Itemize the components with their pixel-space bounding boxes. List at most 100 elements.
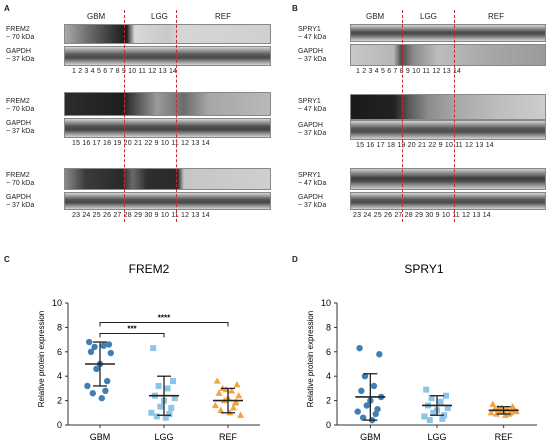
blot-protein-label: FREM2 ~ 70 kDa xyxy=(6,98,35,113)
y-tick-label: 4 xyxy=(57,371,62,381)
y-tick-label: 8 xyxy=(57,322,62,332)
data-point xyxy=(437,398,444,405)
lane-numbers: 1 2 3 4 5 6 7 8 9 10 11 12 13 14 xyxy=(356,68,462,75)
data-point xyxy=(443,392,449,399)
data-point xyxy=(237,411,245,418)
group-divider-gbm-lgg xyxy=(124,10,125,222)
blot-band-strip xyxy=(350,24,546,42)
data-point xyxy=(421,413,428,420)
blot-gapdh-strip xyxy=(350,120,546,140)
blot-protein-label: SPRY1 ~ 47 kDa xyxy=(298,26,327,41)
y-axis-label: Relative protein expression xyxy=(306,311,315,408)
data-point xyxy=(376,351,383,358)
x-tick-label: LGG xyxy=(427,432,446,442)
data-point xyxy=(100,342,107,349)
blot-gapdh-strip xyxy=(64,118,271,138)
data-point xyxy=(171,395,178,402)
data-point xyxy=(150,345,157,352)
data-point xyxy=(93,365,100,373)
blot-ref-label: GAPDH ~ 37 kDa xyxy=(298,194,327,209)
blot-protein-label: FREM2 ~ 70 kDa xyxy=(6,172,35,187)
data-point xyxy=(213,377,221,384)
data-point xyxy=(501,411,509,418)
data-point xyxy=(98,394,106,402)
blot-ref-label: GAPDH ~ 37 kDa xyxy=(6,194,35,209)
data-point xyxy=(235,392,243,399)
group-label-lgg: LGG xyxy=(151,12,168,21)
data-point xyxy=(89,390,97,397)
y-tick-label: 4 xyxy=(326,371,331,381)
panel-a-blots: GBM LGG REF FREM2 ~ 70 kDa GAPDH ~ 37 kDa … xyxy=(0,0,275,225)
data-point xyxy=(370,382,378,390)
y-tick-label: 10 xyxy=(321,298,331,308)
lane-numbers: 15 16 17 18 19 20 21 22 9 10 11 12 13 14 xyxy=(356,142,494,149)
data-point xyxy=(233,381,241,388)
data-point xyxy=(157,403,164,410)
data-point xyxy=(423,386,430,393)
data-point xyxy=(170,378,176,385)
blot-gapdh-strip xyxy=(64,46,271,66)
y-tick-label: 8 xyxy=(326,322,331,332)
panel-label-d: D xyxy=(292,255,298,264)
group-label-lgg: LGG xyxy=(420,12,437,21)
data-point xyxy=(211,401,219,409)
blot-gapdh-strip xyxy=(350,192,546,210)
data-point xyxy=(489,400,497,407)
data-point xyxy=(229,404,237,411)
y-tick-label: 6 xyxy=(326,347,331,357)
data-point xyxy=(358,387,365,395)
data-point xyxy=(164,385,171,392)
data-point xyxy=(215,389,223,396)
data-point xyxy=(439,415,446,422)
y-tick-label: 10 xyxy=(52,298,62,308)
lane-numbers: 23 24 25 26 27 28 29 30 9 10 11 12 13 14 xyxy=(353,212,491,219)
data-point xyxy=(487,409,495,416)
chart-title: SPRY1 xyxy=(404,262,443,276)
data-point xyxy=(374,405,381,413)
data-point xyxy=(148,409,155,416)
data-point xyxy=(102,387,109,395)
data-point xyxy=(84,382,91,390)
data-point xyxy=(359,414,367,421)
panel-label-a: A xyxy=(4,4,10,13)
x-tick-label: REF xyxy=(495,432,514,442)
data-point xyxy=(166,411,173,418)
data-point xyxy=(430,409,437,416)
significance-bracket xyxy=(99,333,165,338)
group-label-gbm: GBM xyxy=(366,12,385,21)
data-point xyxy=(104,377,111,385)
y-tick-label: 6 xyxy=(57,347,62,357)
lane-numbers: 23 24 25 26 27 28 29 30 9 10 11 12 13 14 xyxy=(72,212,210,219)
panel-label-b: B xyxy=(292,4,298,13)
y-tick-label: 0 xyxy=(326,420,331,430)
y-tick-label: 0 xyxy=(57,420,62,430)
data-point xyxy=(363,402,370,409)
data-point xyxy=(87,348,95,355)
data-point xyxy=(444,404,451,411)
group-label-ref: REF xyxy=(215,12,231,21)
significance-label: **** xyxy=(158,314,171,323)
data-point xyxy=(153,413,160,420)
data-point xyxy=(426,417,433,424)
blot-protein-label: SPRY1 ~ 47 kDa xyxy=(298,172,327,187)
group-divider-lgg-ref xyxy=(176,10,177,222)
y-axis-label: Relative protein expression xyxy=(37,311,46,408)
data-point xyxy=(356,344,363,352)
data-point xyxy=(441,412,448,419)
group-label-gbm: GBM xyxy=(87,12,106,21)
blot-ref-label: GAPDH ~ 37 kDa xyxy=(298,122,327,137)
panel-b-blots: GBM LGG REF SPRY1 ~ 47 kDa GAPDH ~ 37 kDa … xyxy=(298,10,546,222)
blot-protein-label: SPRY1 ~ 47 kDa xyxy=(298,98,327,113)
x-tick-label: GBM xyxy=(360,432,381,442)
blot-ref-label: GAPDH ~ 37 kDa xyxy=(298,48,327,63)
x-tick-label: LGG xyxy=(154,432,173,442)
blot-band-strip xyxy=(350,168,546,190)
significance-bracket xyxy=(99,322,229,327)
lane-numbers: 15 16 17 18 19 20 21 22 9 10 11 12 13 14 xyxy=(72,140,210,147)
group-label-ref: REF xyxy=(488,12,504,21)
data-point xyxy=(105,341,113,348)
blot-gapdh-strip xyxy=(350,44,546,66)
y-tick-label: 2 xyxy=(57,396,62,406)
data-point xyxy=(86,338,93,346)
blot-protein-label: FREM2 ~ 70 kDa xyxy=(6,26,35,41)
